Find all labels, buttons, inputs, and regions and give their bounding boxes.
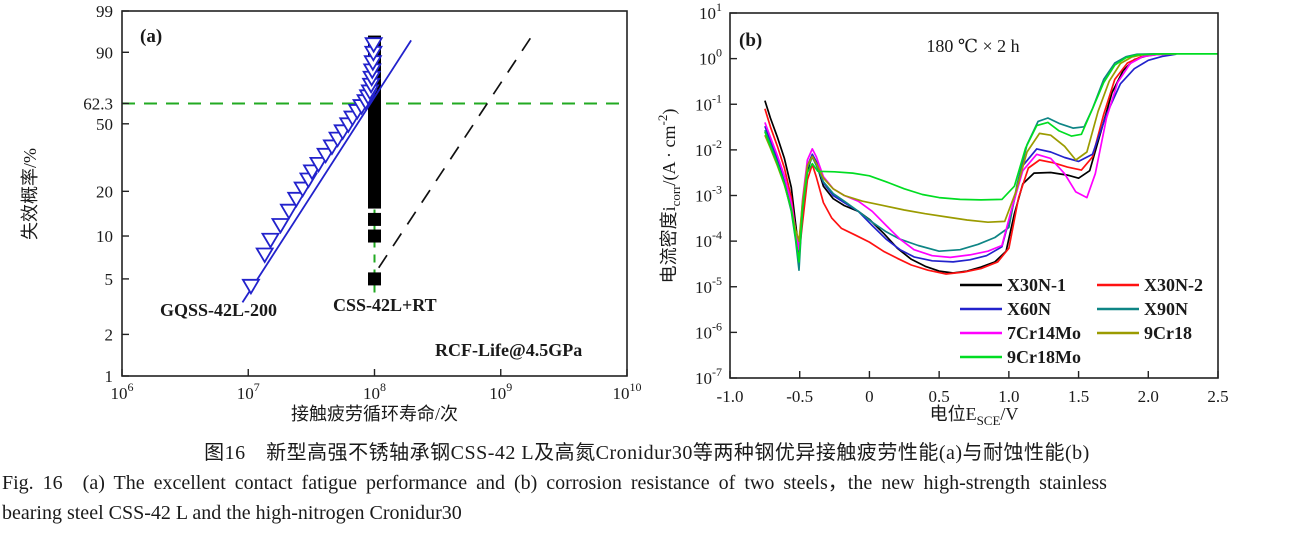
y-axis-label-a: 失效概率/% xyxy=(20,148,40,240)
square-marker xyxy=(368,172,381,186)
x-tick-label-a: 106 xyxy=(111,380,134,403)
caption-chinese: 图16 新型高强不锈轴承钢CSS-42 L及高氮Cronidur30等两种钢优异… xyxy=(204,442,1090,464)
x-tick-label-a: 108 xyxy=(363,380,386,403)
legend-label-X30N-1: X30N-1 xyxy=(1007,275,1066,295)
x-axis-label-a: 接触疲劳循环寿命/次 xyxy=(291,404,458,424)
triangle-marker xyxy=(255,247,275,264)
y-tick-label-b: 100 xyxy=(699,46,722,69)
y-tick-label-a: 1 xyxy=(105,367,114,386)
legend-label-9Cr18Mo: 9Cr18Mo xyxy=(1007,347,1081,367)
x-tick-label-b: 1.5 xyxy=(1068,387,1089,406)
weibull-fit-line xyxy=(241,39,412,303)
y-tick-label-b: 10-2 xyxy=(695,137,722,160)
legend-label-9Cr18: 9Cr18 xyxy=(1144,323,1192,343)
y-tick-label-a: 2 xyxy=(105,325,114,344)
label-css-42l-rt: CSS-42L+RT xyxy=(333,295,437,315)
y-tick-label-a: 50 xyxy=(96,115,113,134)
y-tick-label-a: 5 xyxy=(105,270,114,289)
curve-X30N-2 xyxy=(764,53,1170,275)
x-tick-label-b: 2.0 xyxy=(1138,387,1159,406)
x-tick-label-b: 2.5 xyxy=(1207,387,1228,406)
legend-label-X30N-2: X30N-2 xyxy=(1144,275,1203,295)
label-gqss-42l-200: GQSS-42L-200 xyxy=(160,300,277,320)
y-tick-label-b: 10-4 xyxy=(695,228,722,251)
square-marker xyxy=(368,195,381,209)
y-tick-label-a: 99 xyxy=(96,2,113,21)
y-tick-label-b: 101 xyxy=(699,0,722,23)
triangle-marker xyxy=(286,191,306,209)
curve-9Cr18 xyxy=(764,53,1177,242)
panel-tag-a: (a) xyxy=(140,26,162,47)
square-marker xyxy=(368,229,381,243)
square-marker xyxy=(368,212,381,226)
caption-english-line2: bearing steel CSS-42 L and the high-nitr… xyxy=(2,502,462,524)
curve-9Cr18Mo xyxy=(764,53,1218,263)
panel-tag-b: (b) xyxy=(739,30,762,51)
curve-X30N-1 xyxy=(764,53,1177,274)
y-tick-label-b: 10-5 xyxy=(695,274,722,297)
label-rcf-life: RCF-Life@4.5GPa xyxy=(435,340,582,360)
triangle-marker xyxy=(316,147,336,165)
y-tick-label-a: 90 xyxy=(96,43,113,62)
triangle-marker xyxy=(260,232,281,250)
x-tick-label-b: -0.5 xyxy=(786,387,813,406)
triangle-marker xyxy=(308,156,329,174)
y-tick-label-a: 10 xyxy=(96,227,113,246)
panel-b: 101 100 10-1 10-2 10-3 10-4 10-5 10-6 10-7-1.0 -0… xyxy=(655,0,1229,428)
y-tick-label-b: 10-3 xyxy=(695,183,722,206)
x-tick-label-a: 1010 xyxy=(613,380,642,403)
x-tick-label-b: 1.0 xyxy=(998,387,1019,406)
y-tick-label-b: 10-6 xyxy=(695,319,722,342)
y-tick-label-a: 20 xyxy=(96,182,113,201)
triangle-marker xyxy=(364,37,384,54)
triangle-marker xyxy=(293,181,313,198)
triangle-marker xyxy=(270,218,291,235)
x-tick-label-a: 109 xyxy=(489,380,512,403)
legend-label-X90N: X90N xyxy=(1144,299,1188,319)
square-marker xyxy=(368,272,381,286)
caption-english-line1: Fig. 16 (a) The excellent contact fatigu… xyxy=(2,472,1107,494)
legend: X30N-1 X30N-2 X60N X90N 7Cr14Mo 9Cr18 9Cr18Mo xyxy=(960,275,1203,367)
triangle-marker xyxy=(241,278,261,296)
legend-label-X60N: X60N xyxy=(1007,299,1051,319)
curve-X90N xyxy=(764,53,1170,272)
y-tick-label-a: 62.3 xyxy=(83,94,113,113)
x-tick-label-b: -1.0 xyxy=(717,387,744,406)
triangle-marker xyxy=(279,203,299,220)
x-tick-label-b: 0 xyxy=(865,387,874,406)
curve-7Cr14Mo xyxy=(764,53,1177,259)
figure-caption: 图16 新型高强不锈轴承钢CSS-42 L及高氮Cronidur30等两种钢优异… xyxy=(0,438,1294,528)
y-tick-label-b: 10-7 xyxy=(695,365,722,388)
annotation-heat-treatment: 180 ℃ × 2 h xyxy=(926,36,1019,56)
polarization-plot: 101 100 10-1 10-2 10-3 10-4 10-5 10-6 10-7-1.0 -0… xyxy=(655,0,1229,428)
curve-X60N xyxy=(764,53,1177,263)
square-marker xyxy=(368,184,381,198)
x-axis-label-b: 电位ESCE/V xyxy=(930,404,1019,428)
y-tick-label-b: 10-1 xyxy=(695,91,722,114)
x-tick-label-b: 0.5 xyxy=(929,387,950,406)
x-tick-label-a: 107 xyxy=(237,380,260,403)
legend-label-7Cr14Mo: 7Cr14Mo xyxy=(1007,323,1081,343)
rcf-life-dashed-line xyxy=(378,36,533,269)
y-axis-label-b: 电流密度icorr/(A · cm-2) xyxy=(655,109,683,284)
